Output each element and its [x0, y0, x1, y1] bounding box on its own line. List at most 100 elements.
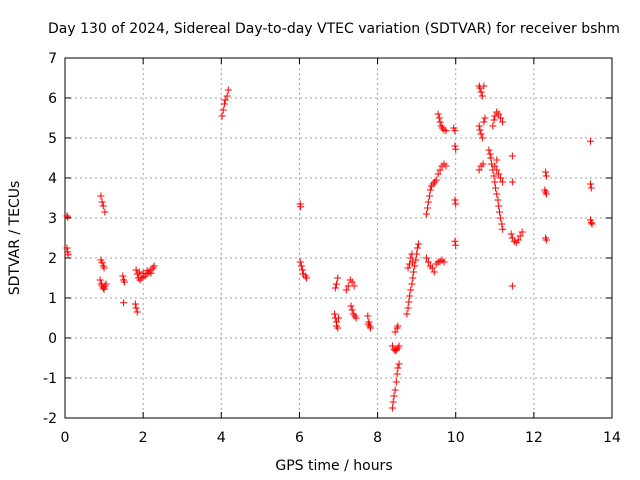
- data-point: [499, 225, 507, 233]
- x-tick-label: 6: [295, 430, 304, 446]
- data-point: [405, 298, 413, 306]
- data-point: [426, 192, 434, 200]
- data-point: [495, 202, 503, 210]
- y-tick-labels: -2 -1 0 1 2 3 4 5 6 7: [43, 51, 57, 427]
- axis-ticks: [64, 57, 613, 419]
- data-point: [477, 130, 485, 138]
- data-point: [99, 202, 107, 210]
- data-point: [507, 230, 515, 238]
- data-point: [542, 190, 550, 198]
- data-point: [408, 280, 416, 288]
- data-point: [389, 398, 397, 406]
- data-point: [391, 386, 399, 394]
- data-point: [491, 162, 499, 170]
- data-point: [542, 236, 550, 244]
- data-point: [480, 118, 488, 126]
- data-point: [119, 272, 127, 280]
- plot-border: [64, 57, 613, 419]
- x-tick-label: 0: [61, 430, 70, 446]
- data-point: [63, 212, 71, 220]
- data-point: [492, 184, 500, 192]
- data-point: [440, 258, 448, 266]
- data-point: [508, 152, 516, 160]
- data-point: [452, 200, 460, 208]
- data-point: [331, 310, 339, 318]
- y-tick-label: -1: [43, 371, 57, 387]
- data-point: [435, 114, 443, 122]
- data-point: [410, 268, 418, 276]
- data-point: [481, 114, 489, 122]
- data-point: [132, 304, 140, 312]
- data-point: [493, 156, 501, 164]
- data-point: [424, 258, 432, 266]
- data-point: [98, 198, 106, 206]
- data-point: [477, 88, 485, 96]
- data-point: [334, 324, 342, 332]
- data-point: [490, 116, 498, 124]
- data-point: [407, 286, 415, 294]
- data-point: [452, 145, 460, 153]
- x-tick-label: 2: [139, 430, 148, 446]
- data-point: [587, 180, 595, 188]
- chart-title: Day 130 of 2024, Sidereal Day-to-day VTE…: [48, 21, 620, 37]
- data-point: [493, 190, 501, 198]
- data-point: [350, 282, 358, 290]
- data-point: [542, 168, 550, 176]
- x-tick-label: 10: [447, 430, 465, 446]
- data-point: [220, 100, 228, 108]
- data-point: [422, 254, 430, 262]
- data-point: [588, 220, 596, 228]
- data-point: [335, 314, 342, 322]
- data-point: [331, 284, 339, 292]
- data-point: [424, 204, 432, 212]
- data-point: [409, 274, 417, 282]
- data-point: [404, 304, 412, 312]
- data-point: [493, 166, 501, 174]
- data-point: [434, 110, 442, 118]
- data-point: [403, 310, 411, 318]
- data-point: [348, 278, 356, 286]
- data-point: [436, 166, 444, 174]
- data-point: [393, 370, 401, 378]
- data-point: [475, 122, 483, 130]
- data-point: [485, 146, 493, 154]
- data-point: [100, 264, 108, 272]
- data-point: [495, 170, 503, 178]
- data-point: [487, 154, 495, 162]
- data-point: [478, 92, 486, 100]
- data-point: [334, 274, 342, 282]
- x-tick-labels: 0 2 4 6 8 10 12 14: [61, 430, 621, 446]
- data-point: [486, 150, 494, 158]
- data-point: [514, 236, 522, 244]
- data-point: [478, 134, 486, 142]
- data-point: [407, 254, 415, 262]
- data-point: [100, 285, 108, 293]
- data-point: [299, 266, 307, 274]
- y-axis-label: SDTVAR / TECUs: [7, 181, 23, 296]
- y-tick-label: 7: [48, 51, 57, 67]
- data-point: [147, 269, 155, 277]
- data-point: [150, 262, 158, 270]
- y-tick-label: 5: [48, 131, 57, 147]
- data-point: [498, 220, 506, 228]
- data-point: [64, 251, 72, 259]
- data-point: [442, 162, 450, 170]
- data-point: [490, 172, 498, 180]
- x-axis-label: GPS time / hours: [275, 458, 392, 474]
- data-point: [347, 302, 355, 310]
- data-point: [102, 280, 110, 288]
- data-point: [413, 244, 421, 252]
- data-point: [302, 274, 310, 282]
- data-point: [395, 342, 403, 350]
- data-point: [392, 378, 400, 386]
- y-tick-label: 1: [48, 291, 57, 307]
- data-point: [367, 324, 375, 332]
- data-points: [63, 82, 596, 412]
- data-point: [430, 268, 438, 276]
- data-point: [404, 264, 412, 272]
- data-point: [587, 219, 595, 227]
- data-point: [499, 178, 507, 186]
- data-point: [518, 228, 526, 236]
- data-point: [408, 250, 416, 258]
